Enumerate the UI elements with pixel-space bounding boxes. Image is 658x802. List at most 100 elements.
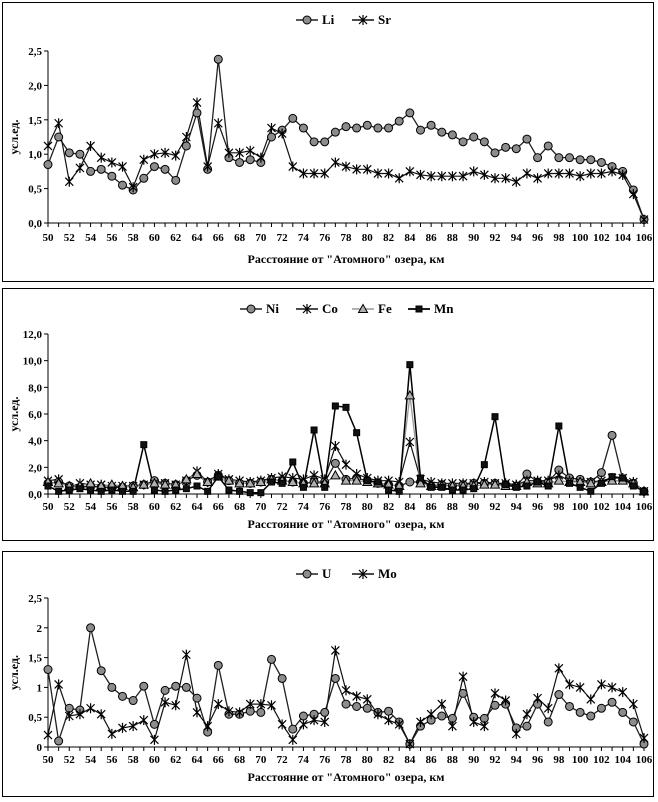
point-sr: [288, 161, 298, 172]
point-mo: [607, 682, 617, 693]
point-ni: [596, 468, 606, 478]
x-axis-label: Расстояние от "Атомного" озера, км: [248, 517, 445, 531]
point-fe: [244, 477, 256, 488]
x-tick-label: 52: [64, 754, 76, 766]
point-sr: [118, 161, 127, 172]
point-ni: [405, 477, 415, 487]
point-mo: [320, 716, 330, 727]
chart-panel-u-mo: [2, 551, 654, 797]
x-tick-label: 74: [298, 232, 310, 244]
point-mo: [362, 694, 372, 705]
point-fe: [479, 479, 490, 489]
x-tick-label: 72: [277, 754, 289, 766]
point-mn: [363, 477, 371, 485]
point-mn: [331, 402, 339, 410]
point-mo: [139, 715, 149, 726]
y-tick-label: 2,0: [28, 462, 42, 474]
point-sr: [416, 169, 425, 180]
point-mn: [342, 403, 350, 411]
x-axis-label: Расстояние от "Атомного" озера, км: [248, 252, 445, 266]
point-li: [298, 123, 308, 133]
point-mn: [629, 482, 637, 490]
point-li: [160, 164, 170, 174]
x-tick-label: 62: [170, 754, 182, 766]
point-sr: [405, 166, 415, 177]
x-tick-label: 76: [319, 232, 331, 244]
point-li: [362, 120, 372, 130]
point-sr: [448, 171, 457, 182]
point-li: [149, 162, 159, 172]
point-mo: [128, 721, 138, 732]
x-tick-label: 92: [490, 501, 502, 513]
x-tick-label: 68: [234, 501, 246, 513]
point-u: [96, 666, 106, 676]
x-tick-label: 72: [277, 232, 289, 244]
point-li: [288, 113, 298, 123]
x-tick-label: 70: [255, 232, 267, 244]
y-axis-label: усл.ед.: [7, 397, 21, 432]
point-mo: [107, 728, 117, 739]
point-u: [298, 711, 308, 721]
point-fe: [287, 476, 299, 486]
point-u: [139, 681, 149, 691]
point-mn: [278, 479, 286, 487]
y-tick-label: 2,5: [28, 46, 42, 58]
point-fe: [489, 479, 501, 489]
point-sr: [309, 168, 319, 179]
x-tick-label: 80: [362, 501, 374, 513]
x-tick-label: 98: [553, 232, 565, 244]
point-mo: [618, 687, 628, 698]
x-tick-label: 66: [213, 232, 225, 244]
point-mn: [161, 487, 169, 495]
series-line-li: [47, 59, 645, 220]
chart-1: 0,0 0,5 1,0 1,5 2,0 2,5 50 52 54 56 58 60 62 64 66 68 70…: [7, 12, 653, 266]
point-li: [86, 166, 96, 176]
point-mo: [565, 679, 574, 690]
x-tick-label: 84: [404, 232, 416, 244]
point-mn: [172, 486, 180, 494]
x-tick-label: 72: [277, 501, 289, 513]
y-tick-label: 2: [37, 623, 43, 635]
point-mo: [330, 645, 340, 656]
legend-label: Mo: [378, 566, 397, 581]
point-mn: [374, 478, 382, 486]
y-tick-label: 4,0: [28, 436, 42, 448]
point-sr: [426, 171, 436, 182]
point-mn: [448, 486, 456, 494]
point-mn: [480, 461, 488, 469]
x-tick-label: 86: [426, 754, 438, 766]
x-tick-label: 106: [636, 754, 653, 766]
point-mo: [554, 663, 564, 674]
x-tick-label: 86: [426, 501, 438, 513]
point-mo: [309, 715, 319, 726]
point-sr: [160, 147, 170, 158]
point-li: [118, 180, 127, 190]
point-mo: [96, 709, 106, 720]
point-li: [490, 148, 500, 158]
x-tick-label: 56: [106, 232, 118, 244]
point-li: [384, 123, 394, 133]
point-mn: [395, 487, 403, 495]
point-mo: [501, 695, 511, 706]
series-line-mn: [47, 364, 645, 494]
x-tick-label: 62: [170, 232, 182, 244]
x-tick-label: 56: [106, 501, 118, 513]
point-sr: [597, 168, 606, 179]
x-tick-label: 78: [341, 232, 353, 244]
point-sr: [54, 118, 64, 129]
point-mn: [417, 474, 424, 482]
point-mn: [566, 479, 573, 487]
y-tick-label: 6,0: [28, 409, 42, 421]
x-tick-label: 76: [319, 754, 331, 766]
x-tick-label: 70: [255, 754, 267, 766]
point-fe: [181, 473, 192, 484]
point-sr: [341, 161, 351, 172]
point-sr: [618, 169, 628, 180]
point-u: [54, 736, 64, 746]
point-li: [501, 142, 511, 152]
point-li: [352, 123, 362, 133]
point-li: [320, 137, 330, 147]
point-mo: [181, 649, 191, 660]
point-sr: [299, 168, 308, 179]
